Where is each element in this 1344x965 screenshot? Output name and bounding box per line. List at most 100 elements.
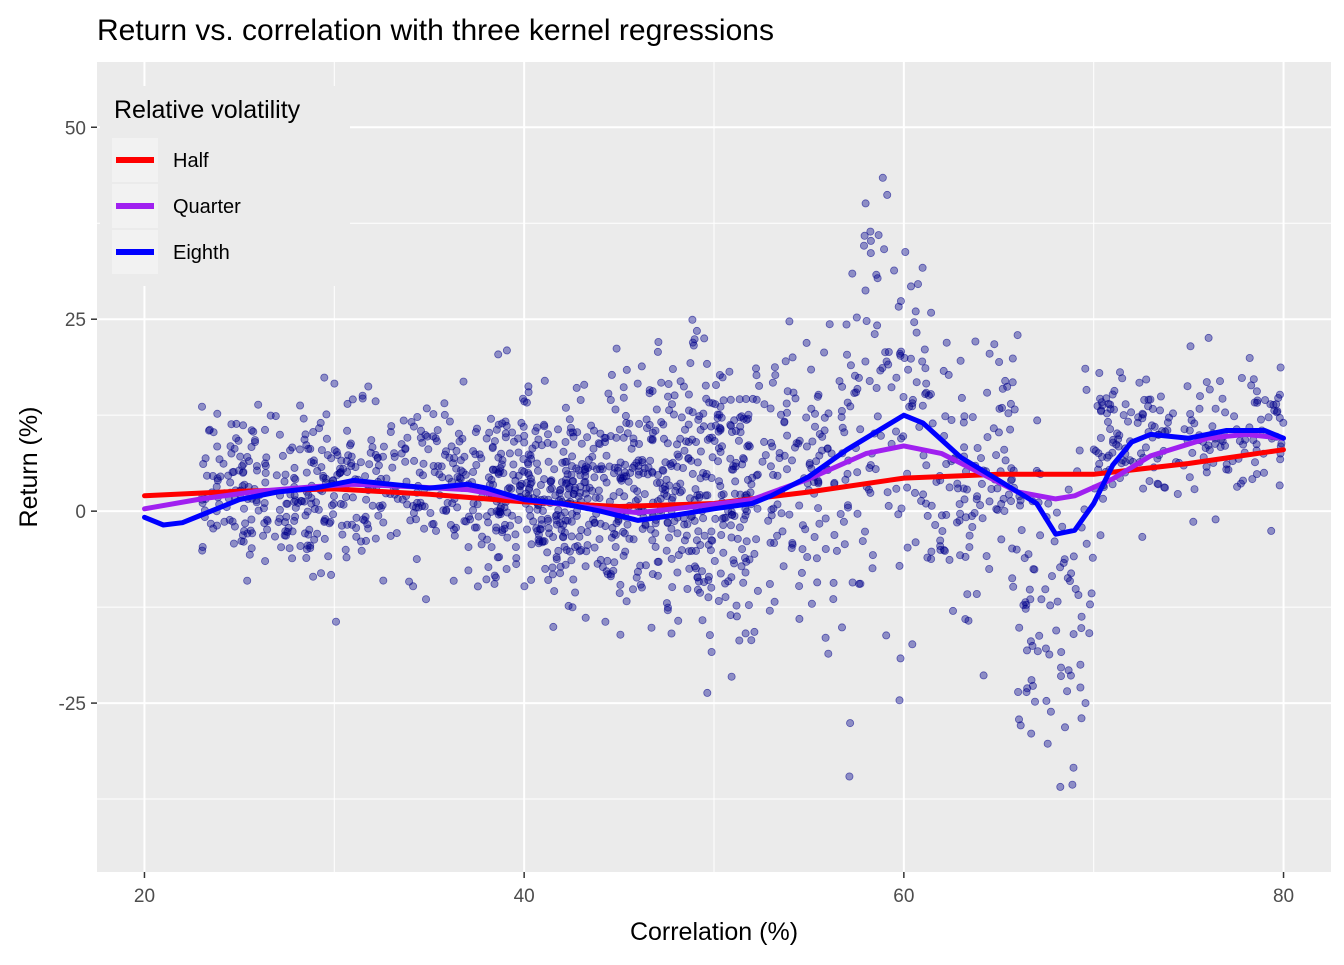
scatter-point: [527, 575, 536, 584]
scatter-point: [829, 578, 838, 587]
scatter-point: [1006, 399, 1015, 408]
scatter-point: [286, 446, 295, 455]
scatter-point: [1082, 385, 1091, 394]
scatter-point: [808, 437, 817, 446]
scatter-point: [244, 457, 253, 466]
scatter-point: [622, 597, 631, 606]
scatter-point: [320, 373, 329, 382]
scatter-point: [861, 357, 870, 366]
scatter-point: [490, 579, 499, 588]
scatter-point: [652, 405, 661, 414]
scatter-point: [403, 500, 412, 509]
scatter-point: [238, 462, 247, 471]
scatter-point: [716, 481, 725, 490]
scatter-point: [1110, 386, 1119, 395]
scatter-point: [876, 366, 885, 375]
scatter-point: [700, 578, 709, 587]
scatter-point: [205, 425, 214, 434]
scatter-point: [549, 440, 558, 449]
scatter-point: [860, 241, 869, 250]
scatter-point: [884, 360, 893, 369]
scatter-point: [742, 537, 751, 546]
scatter-point: [1058, 522, 1067, 531]
scatter-point: [856, 579, 865, 588]
scatter-point: [240, 480, 249, 489]
scatter-point: [247, 515, 256, 524]
scatter-point: [261, 468, 270, 477]
scatter-point: [732, 458, 741, 467]
scatter-point: [1108, 448, 1117, 457]
scatter-point: [486, 414, 495, 423]
scatter-point: [501, 433, 510, 442]
scatter-point: [702, 394, 711, 403]
scatter-point: [1156, 392, 1165, 401]
scatter-point: [296, 542, 305, 551]
scatter-point: [562, 546, 571, 555]
scatter-point: [688, 435, 697, 444]
scatter-point: [275, 430, 284, 439]
scatter-point: [238, 468, 247, 477]
scatter-point: [770, 363, 779, 372]
scatter-point: [825, 320, 834, 329]
scatter-point: [953, 518, 962, 527]
scatter-point: [514, 471, 523, 480]
scatter-point: [692, 564, 701, 573]
scatter-point: [590, 473, 599, 482]
scatter-point: [729, 465, 738, 474]
scatter-point: [561, 403, 570, 412]
scatter-point: [343, 399, 352, 408]
scatter-point: [770, 597, 779, 606]
scatter-point: [995, 357, 1004, 366]
scatter-point: [853, 468, 862, 477]
scatter-point: [459, 377, 468, 386]
x-tick-label: 20: [134, 886, 155, 907]
scatter-point: [853, 509, 862, 518]
scatter-point: [777, 509, 786, 518]
scatter-point: [376, 504, 385, 513]
scatter-point: [707, 527, 716, 536]
scatter-point: [629, 585, 638, 594]
scatter-point: [621, 547, 630, 556]
scatter-point: [1145, 477, 1154, 486]
scatter-point: [580, 465, 589, 474]
scatter-point: [1224, 465, 1233, 474]
scatter-point: [945, 483, 954, 492]
scatter-point: [795, 501, 804, 510]
scatter-point: [1142, 375, 1151, 384]
scatter-point: [1277, 439, 1286, 448]
scatter-point: [338, 530, 347, 539]
scatter-point: [213, 409, 222, 418]
scatter-point: [970, 508, 979, 517]
scatter-point: [585, 483, 594, 492]
scatter-point: [777, 410, 786, 419]
scatter-point: [1218, 394, 1227, 403]
scatter-point: [246, 526, 255, 535]
scatter-point: [696, 474, 705, 483]
scatter-point: [306, 544, 315, 553]
scatter-point: [846, 402, 855, 411]
scatter-point: [682, 437, 691, 446]
scatter-point: [440, 410, 449, 419]
scatter-point: [949, 606, 958, 615]
scatter-point: [1153, 479, 1162, 488]
scatter-point: [947, 415, 956, 424]
scatter-point: [789, 388, 798, 397]
scatter-point: [1275, 481, 1284, 490]
scatter-point: [589, 444, 598, 453]
scatter-point: [310, 535, 319, 544]
scatter-point: [443, 498, 452, 507]
scatter-point: [278, 451, 287, 460]
scatter-point: [440, 399, 449, 408]
scatter-point: [689, 341, 698, 350]
scatter-point: [337, 521, 346, 530]
scatter-point: [908, 402, 917, 411]
scatter-point: [1169, 409, 1178, 418]
scatter-point: [429, 410, 438, 419]
scatter-point: [643, 470, 652, 479]
scatter-point: [644, 463, 653, 472]
scatter-point: [832, 546, 841, 555]
scatter-point: [1033, 647, 1042, 656]
scatter-point: [738, 545, 747, 554]
scatter-point: [1235, 436, 1244, 445]
scatter-point: [700, 334, 709, 343]
